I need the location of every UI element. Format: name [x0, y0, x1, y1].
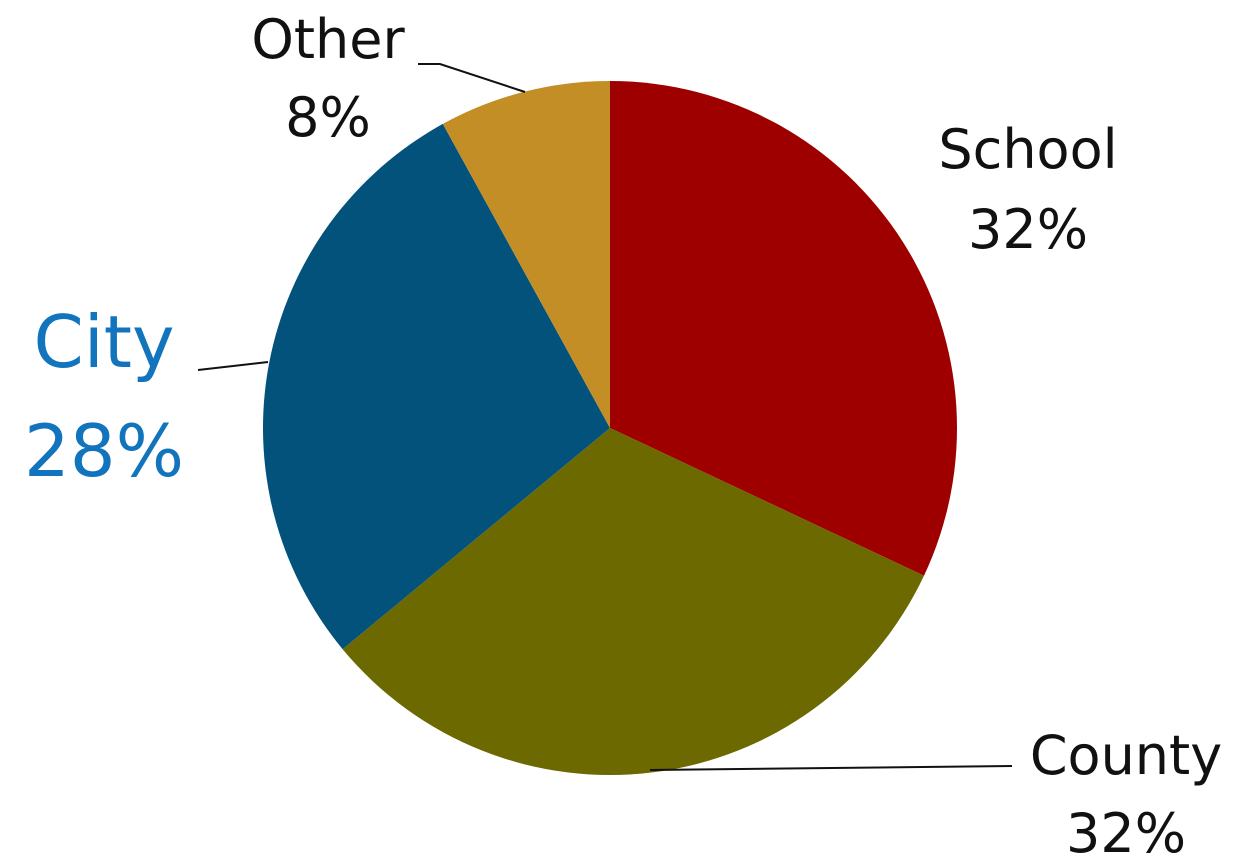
leader-line-city — [197, 361, 269, 371]
slice-label-city: City — [33, 300, 174, 384]
slice-value-city: 28% — [24, 409, 184, 493]
slice-label-other: Other — [251, 8, 405, 71]
pie-slice-county — [342, 428, 924, 776]
slice-value-county: 32% — [1066, 802, 1186, 854]
pie-slice-school — [610, 81, 957, 576]
leader-line-other — [418, 63, 526, 93]
slice-label-county: County — [1030, 724, 1222, 787]
slice-labels: School 32% County 32% City 28% Other 8% — [24, 8, 1222, 854]
slice-label-school: School — [938, 118, 1117, 181]
slice-value-other: 8% — [285, 86, 371, 149]
leader-lines — [197, 63, 1013, 771]
leader-line-county — [649, 765, 1013, 771]
pie-slices — [262, 81, 957, 776]
pie-slice-other — [442, 81, 610, 428]
slice-value-school: 32% — [968, 198, 1088, 261]
pie-slice-city — [262, 123, 610, 650]
